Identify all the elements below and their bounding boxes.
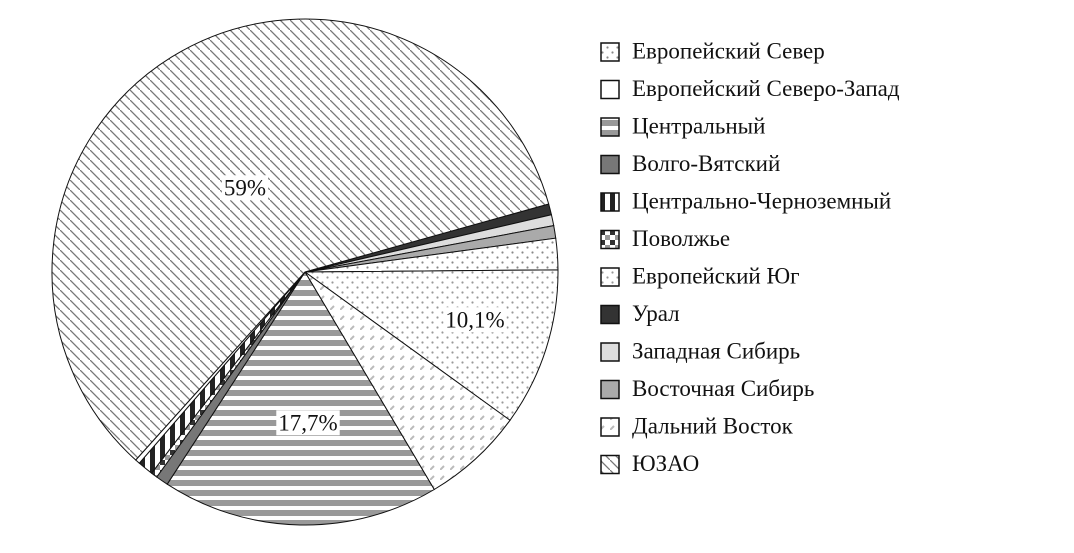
legend-swatch [600, 379, 620, 400]
pie-slice [166, 271, 435, 526]
legend-label: Европейский Северо-Запад [632, 76, 900, 101]
legend-label: Урал [632, 301, 680, 326]
legend-label: Волго-Вятский [632, 151, 780, 176]
legend-label: Центрально-Черноземный [632, 188, 891, 213]
legend-label: Западная Сибирь [632, 338, 800, 363]
legend-label: ЮЗАО [632, 451, 699, 476]
legend-swatch [600, 304, 620, 325]
legend-swatch [600, 267, 620, 287]
legend-swatch [600, 117, 620, 137]
pie-slice [51, 18, 550, 461]
legend-label: Европейский Север [632, 38, 825, 63]
legend-swatch [600, 454, 620, 475]
legend-swatch [600, 229, 620, 250]
data-label: 59% [224, 175, 266, 200]
data-label: 17,7% [278, 410, 337, 435]
legend-label: Дальний Восток [632, 413, 794, 438]
legend-label: Поволжье [632, 226, 730, 251]
legend-swatch [600, 342, 620, 362]
legend-label: Центральный [632, 113, 765, 138]
legend-swatch [600, 417, 620, 437]
legend-swatch [600, 192, 620, 212]
legend-swatch [600, 42, 620, 62]
data-label: 10,1% [445, 307, 504, 332]
legend-swatch [600, 79, 620, 100]
legend-label: Европейский Юг [632, 263, 800, 288]
legend-label: Восточная Сибирь [632, 376, 814, 401]
legend-swatch [600, 154, 620, 175]
